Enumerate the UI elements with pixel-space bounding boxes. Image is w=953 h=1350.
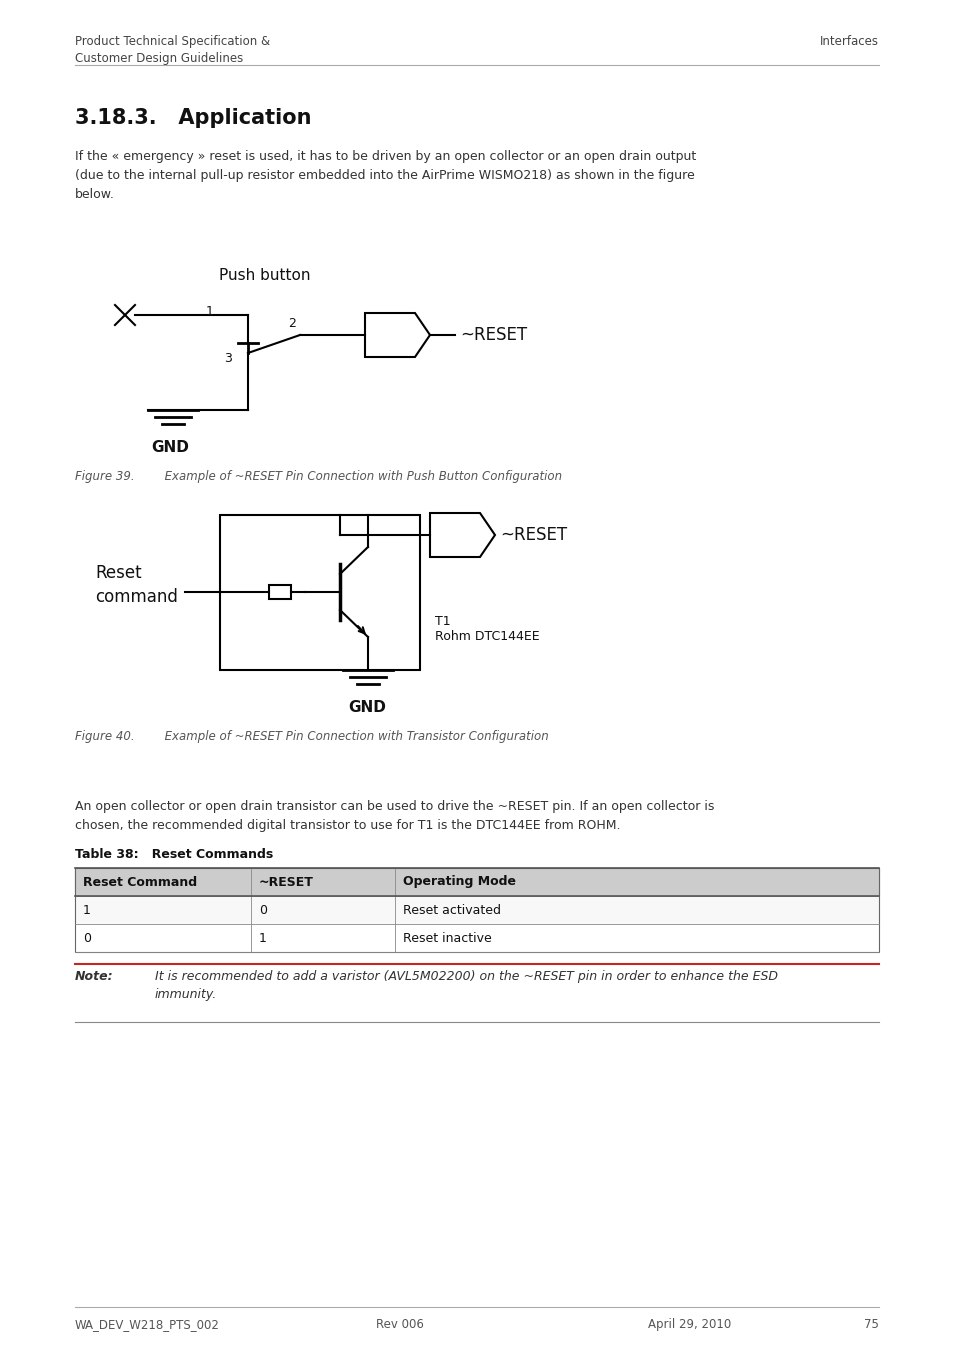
Text: ~RESET: ~RESET — [499, 526, 566, 544]
Text: Table 38:   Reset Commands: Table 38: Reset Commands — [75, 848, 273, 861]
Text: 1: 1 — [206, 305, 213, 319]
Text: 3.18.3.   Application: 3.18.3. Application — [75, 108, 312, 128]
Text: April 29, 2010: April 29, 2010 — [648, 1318, 731, 1331]
Text: An open collector or open drain transistor can be used to drive the ~RESET pin. : An open collector or open drain transist… — [75, 801, 714, 832]
Text: GND: GND — [151, 440, 189, 455]
Text: GND: GND — [348, 701, 385, 716]
Text: 75: 75 — [863, 1318, 878, 1331]
Bar — [75, 923, 878, 952]
Text: Rev 006: Rev 006 — [375, 1318, 423, 1331]
Bar — [269, 585, 291, 599]
Text: 1: 1 — [258, 931, 267, 945]
Text: Push button: Push button — [219, 269, 311, 284]
Text: Reset inactive: Reset inactive — [402, 931, 491, 945]
Text: Product Technical Specification &
Customer Design Guidelines: Product Technical Specification & Custom… — [75, 35, 270, 65]
Text: Reset Command: Reset Command — [83, 876, 197, 888]
Text: Operating Mode: Operating Mode — [402, 876, 516, 888]
Text: 1: 1 — [83, 903, 91, 917]
Text: If the « emergency » reset is used, it has to be driven by an open collector or : If the « emergency » reset is used, it h… — [75, 150, 696, 201]
Text: 2: 2 — [288, 317, 295, 329]
Bar — [75, 868, 878, 952]
Text: Figure 39.        Example of ~RESET Pin Connection with Push Button Configuratio: Figure 39. Example of ~RESET Pin Connect… — [75, 470, 561, 483]
Text: It is recommended to add a varistor (AVL5M02200) on the ~RESET pin in order to e: It is recommended to add a varistor (AVL… — [154, 971, 778, 1000]
Bar — [75, 868, 878, 896]
Text: WA_DEV_W218_PTS_002: WA_DEV_W218_PTS_002 — [75, 1318, 219, 1331]
Text: Figure 40.        Example of ~RESET Pin Connection with Transistor Configuration: Figure 40. Example of ~RESET Pin Connect… — [75, 730, 548, 742]
Text: Interfaces: Interfaces — [820, 35, 878, 49]
Text: Reset activated: Reset activated — [402, 903, 500, 917]
Text: 3: 3 — [224, 352, 232, 365]
Text: Reset
command: Reset command — [95, 563, 177, 606]
Text: T1
Rohm DTC144EE: T1 Rohm DTC144EE — [435, 616, 539, 643]
Text: 0: 0 — [83, 931, 91, 945]
Text: 0: 0 — [258, 903, 267, 917]
Bar — [75, 896, 878, 923]
Text: ~RESET: ~RESET — [258, 876, 314, 888]
Text: ~RESET: ~RESET — [459, 325, 527, 344]
Text: Note:: Note: — [75, 971, 113, 983]
Bar — [220, 514, 419, 670]
